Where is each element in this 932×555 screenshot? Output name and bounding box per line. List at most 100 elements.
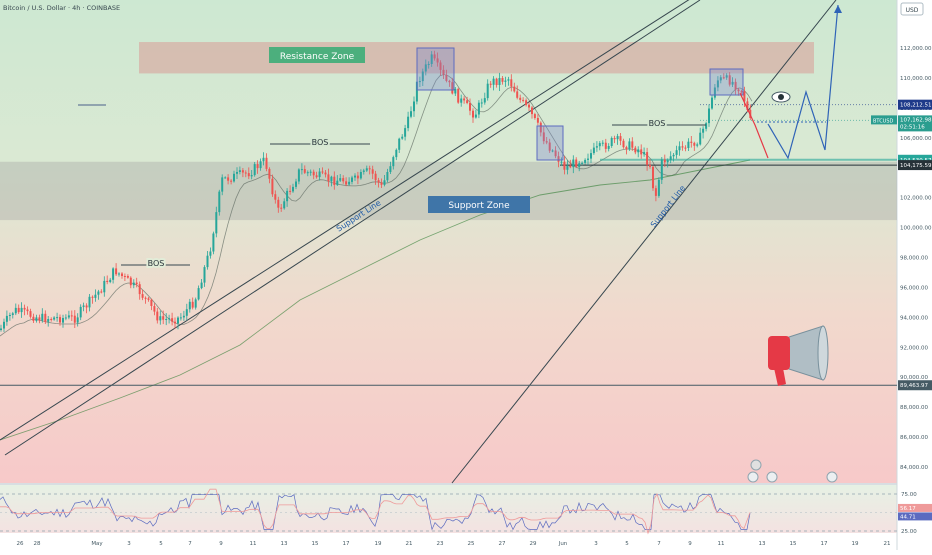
- candle-body[interactable]: [433, 54, 436, 59]
- candle-body[interactable]: [345, 181, 348, 185]
- candle-body[interactable]: [607, 146, 610, 149]
- candle-body[interactable]: [477, 102, 480, 115]
- candle-body[interactable]: [79, 306, 82, 318]
- candle-body[interactable]: [442, 69, 445, 75]
- candle-body[interactable]: [141, 294, 144, 298]
- candle-body[interactable]: [666, 160, 669, 163]
- candle-body[interactable]: [53, 317, 56, 320]
- candle-body[interactable]: [454, 88, 457, 94]
- candle-body[interactable]: [121, 273, 123, 277]
- candle-body[interactable]: [572, 159, 575, 168]
- currency-button[interactable]: USD: [900, 2, 924, 16]
- candle-body[interactable]: [26, 309, 29, 312]
- candle-body[interactable]: [463, 98, 466, 101]
- candle-body[interactable]: [315, 175, 318, 178]
- candle-body[interactable]: [604, 142, 607, 149]
- candle-body[interactable]: [510, 79, 513, 87]
- candle-body[interactable]: [188, 301, 191, 310]
- candle-body[interactable]: [147, 298, 150, 300]
- candle-body[interactable]: [404, 128, 407, 137]
- candle-body[interactable]: [486, 83, 489, 99]
- candle-body[interactable]: [324, 172, 327, 175]
- candle-body[interactable]: [480, 102, 483, 104]
- candle-body[interactable]: [109, 279, 112, 282]
- event-icon-1[interactable]: [750, 459, 762, 471]
- candle-body[interactable]: [483, 98, 486, 103]
- candle-body[interactable]: [168, 318, 171, 320]
- candle-body[interactable]: [64, 317, 67, 319]
- candle-body[interactable]: [657, 179, 660, 196]
- candle-body[interactable]: [711, 97, 713, 109]
- candle-body[interactable]: [525, 100, 528, 105]
- candle-body[interactable]: [50, 319, 53, 320]
- candle-body[interactable]: [616, 136, 619, 140]
- top-highlight-box-2[interactable]: [709, 68, 744, 96]
- candle-body[interactable]: [177, 317, 179, 324]
- candle-body[interactable]: [197, 288, 200, 300]
- event-icon-3[interactable]: [766, 471, 778, 483]
- candle-body[interactable]: [20, 307, 23, 313]
- support-zone-label[interactable]: Support Zone: [428, 196, 530, 213]
- oscillator[interactable]: 75.00 25.00 56.17 44.71: [0, 488, 932, 535]
- candle-body[interactable]: [97, 291, 100, 295]
- candle-body[interactable]: [734, 81, 737, 90]
- event-icon-4[interactable]: [826, 471, 838, 483]
- candle-body[interactable]: [159, 316, 162, 321]
- candle-body[interactable]: [737, 89, 740, 92]
- candle-body[interactable]: [165, 319, 168, 320]
- candle-body[interactable]: [687, 141, 690, 148]
- candle-body[interactable]: [238, 170, 241, 172]
- candle-body[interactable]: [598, 143, 601, 147]
- candle-body[interactable]: [106, 280, 109, 282]
- candle-body[interactable]: [227, 177, 230, 181]
- candle-body[interactable]: [224, 177, 227, 179]
- top-highlight-box-1[interactable]: [416, 47, 455, 91]
- candle-body[interactable]: [250, 175, 253, 177]
- candle-body[interactable]: [539, 122, 542, 133]
- candle-body[interactable]: [507, 79, 510, 81]
- support-line-upper-2[interactable]: [0, 0, 690, 441]
- candle-body[interactable]: [669, 156, 672, 161]
- candle-body[interactable]: [560, 161, 563, 163]
- candle-body[interactable]: [652, 166, 654, 189]
- candle-body[interactable]: [386, 172, 389, 181]
- candle-body[interactable]: [371, 169, 374, 174]
- candle-body[interactable]: [265, 157, 268, 169]
- candle-body[interactable]: [59, 317, 61, 323]
- candle-body[interactable]: [542, 132, 545, 142]
- bos-marker-1[interactable]: BOS: [121, 257, 190, 270]
- candle-body[interactable]: [731, 81, 734, 85]
- candle-body[interactable]: [112, 268, 115, 280]
- candle-body[interactable]: [675, 150, 678, 155]
- candle-body[interactable]: [628, 141, 631, 150]
- candle-body[interactable]: [342, 178, 345, 182]
- candle-body[interactable]: [719, 77, 722, 81]
- candle-body[interactable]: [256, 164, 259, 169]
- candle-body[interactable]: [67, 315, 70, 318]
- projected-path-line[interactable]: [767, 4, 839, 160]
- candle-body[interactable]: [206, 255, 209, 268]
- candle-body[interactable]: [289, 190, 292, 192]
- candle-body[interactable]: [73, 315, 76, 323]
- candle-body[interactable]: [38, 317, 41, 321]
- candle-body[interactable]: [303, 169, 306, 173]
- candle-body[interactable]: [504, 80, 507, 82]
- candle-body[interactable]: [191, 301, 194, 308]
- candle-body[interactable]: [365, 168, 368, 171]
- candle-body[interactable]: [318, 171, 321, 178]
- candle-body[interactable]: [115, 268, 118, 275]
- candle-body[interactable]: [728, 75, 731, 85]
- candle-body[interactable]: [563, 161, 566, 170]
- candle-body[interactable]: [286, 190, 289, 202]
- candle-body[interactable]: [445, 74, 448, 81]
- candle-body[interactable]: [129, 277, 132, 286]
- candle-body[interactable]: [410, 111, 412, 117]
- candle-body[interactable]: [489, 83, 492, 85]
- candle-body[interactable]: [236, 172, 238, 174]
- candle-body[interactable]: [182, 315, 185, 318]
- candle-body[interactable]: [716, 80, 719, 88]
- candle-body[interactable]: [389, 166, 392, 172]
- candle-body[interactable]: [401, 136, 404, 139]
